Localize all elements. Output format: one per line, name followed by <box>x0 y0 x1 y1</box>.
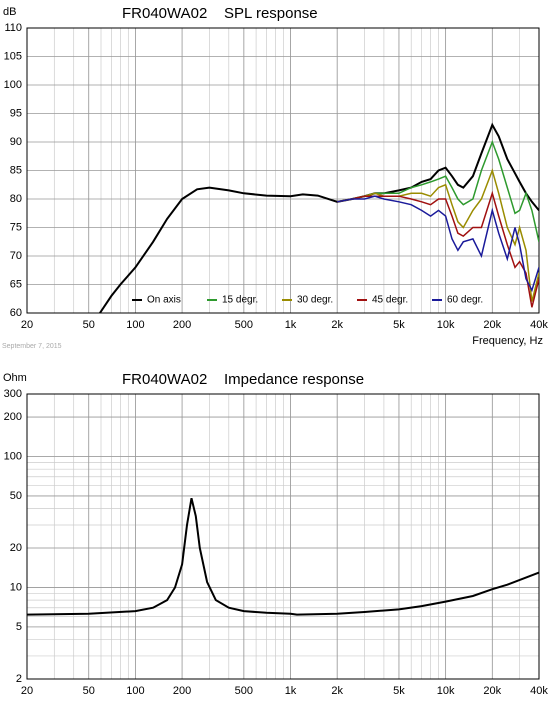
x-tick-label: 200 <box>173 319 191 331</box>
y-tick-label: 60 <box>10 307 22 319</box>
x-tick-label: 50 <box>83 685 95 697</box>
x-tick-label: 10k <box>437 685 455 697</box>
x-tick-label: 100 <box>126 685 144 697</box>
y-tick-label: 65 <box>10 278 22 290</box>
y-tick-label: 20 <box>10 542 22 554</box>
x-tick-label: 2k <box>331 685 343 697</box>
x-tick-label: 2k <box>331 319 343 331</box>
x-tick-label: 5k <box>393 685 405 697</box>
y-axis-label: Ohm <box>3 372 27 384</box>
y-axis-label: dB <box>3 6 16 18</box>
y-tick-label: 300 <box>4 388 22 400</box>
legend-label: On axis <box>147 295 181 306</box>
legend-label: 30 degr. <box>297 295 333 306</box>
plot-area <box>27 394 539 679</box>
x-axis-label: Frequency, Hz <box>472 335 543 347</box>
plot-frame <box>26 27 540 314</box>
x-tick-label: 100 <box>126 319 144 331</box>
y-tick-label: 50 <box>10 490 22 502</box>
legend-label: 45 degr. <box>372 295 408 306</box>
y-tick-label: 200 <box>4 411 22 423</box>
chart-title: FR040WA02 SPL response <box>122 5 318 22</box>
y-tick-label: 110 <box>4 22 22 34</box>
y-tick-label: 105 <box>4 50 22 62</box>
y-tick-label: 95 <box>10 107 22 119</box>
x-tick-label: 20 <box>21 685 33 697</box>
y-tick-label: 90 <box>10 136 22 148</box>
x-tick-label: 1k <box>285 319 297 331</box>
chart-title: FR040WA02 Impedance response <box>122 371 364 388</box>
legend-label: 60 degr. <box>447 295 483 306</box>
x-tick-label: 40k <box>530 685 548 697</box>
series-line <box>337 139 539 242</box>
y-tick-label: 80 <box>10 193 22 205</box>
x-tick-label: 500 <box>235 685 253 697</box>
y-tick-label: 5 <box>16 621 22 633</box>
series-line <box>27 497 539 616</box>
x-tick-label: 500 <box>235 319 253 331</box>
y-tick-label: 100 <box>4 450 22 462</box>
x-tick-label: 50 <box>83 319 95 331</box>
annotation: September 7, 2015 <box>2 343 62 350</box>
x-tick-label: 20k <box>483 685 501 697</box>
x-tick-label: 40k <box>530 319 548 331</box>
y-tick-label: 2 <box>16 673 22 685</box>
x-tick-label: 200 <box>173 685 191 697</box>
x-tick-label: 10k <box>437 319 455 331</box>
series-group <box>99 122 539 313</box>
y-tick-label: 100 <box>4 79 22 91</box>
series-group <box>27 497 539 616</box>
y-tick-label: 75 <box>10 221 22 233</box>
x-tick-label: 5k <box>393 319 405 331</box>
x-tick-label: 20k <box>483 319 501 331</box>
series-line <box>337 195 539 293</box>
y-tick-label: 85 <box>10 164 22 176</box>
y-tick-label: 10 <box>10 581 22 593</box>
legend-label: 15 degr. <box>222 295 258 306</box>
x-tick-label: 1k <box>285 685 297 697</box>
x-tick-label: 20 <box>21 319 33 331</box>
y-tick-label: 70 <box>10 250 22 262</box>
series-line <box>337 190 539 308</box>
plot-frame <box>26 393 540 680</box>
